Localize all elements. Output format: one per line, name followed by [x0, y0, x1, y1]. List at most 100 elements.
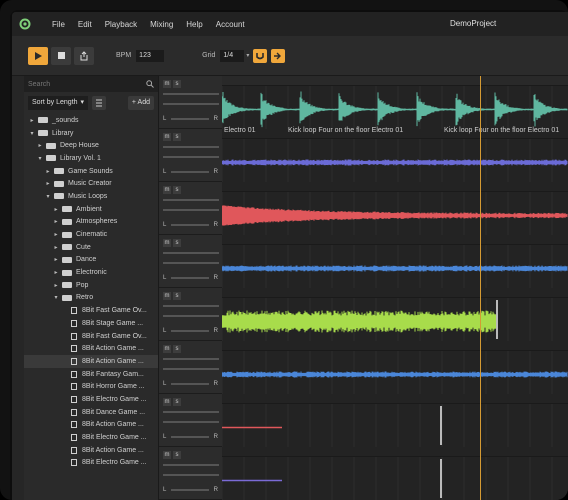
- mute-button[interactable]: m: [163, 398, 171, 406]
- library-folder[interactable]: ▸ Ambient: [24, 203, 158, 216]
- solo-button[interactable]: s: [173, 345, 181, 353]
- track-lane[interactable]: [222, 457, 568, 500]
- clip-end-handle[interactable]: [440, 406, 442, 445]
- library-file[interactable]: 8Bit Horror Game ...: [24, 380, 158, 393]
- pan-slider[interactable]: [171, 171, 209, 173]
- menu-account[interactable]: Account: [215, 19, 245, 29]
- chevron-right-icon[interactable]: ▸: [54, 270, 58, 277]
- chevron-right-icon[interactable]: ▸: [38, 143, 42, 150]
- chevron-right-icon[interactable]: ▸: [54, 232, 58, 239]
- volume-slider-secondary[interactable]: [163, 262, 219, 264]
- clip-label[interactable]: Electro 01: [224, 127, 256, 134]
- library-folder[interactable]: ▸ Cute: [24, 241, 158, 254]
- track-lane[interactable]: [222, 245, 568, 298]
- library-folder[interactable]: ▾ Library: [24, 127, 158, 140]
- volume-slider-secondary[interactable]: [163, 209, 219, 211]
- library-folder[interactable]: ▸ Pop: [24, 279, 158, 292]
- solo-button[interactable]: s: [173, 133, 181, 141]
- library-file[interactable]: 8Bit Fantasy Gam...: [24, 368, 158, 381]
- arrangement-view[interactable]: Electro 01 Kick loop Four on the floor El…: [222, 76, 568, 500]
- pan-slider[interactable]: [171, 383, 209, 385]
- mute-button[interactable]: m: [163, 239, 171, 247]
- library-file[interactable]: 8Bit Action Game ...: [24, 342, 158, 355]
- chevron-down-icon[interactable]: ▾: [46, 193, 50, 200]
- follow-playhead-button[interactable]: [271, 48, 286, 63]
- track-lane[interactable]: [222, 404, 568, 457]
- pan-slider[interactable]: [171, 489, 209, 491]
- track-lane[interactable]: [222, 351, 568, 404]
- chevron-down-icon[interactable]: ▾: [30, 130, 34, 137]
- menu-help[interactable]: Help: [186, 19, 203, 29]
- stop-button[interactable]: [51, 46, 71, 65]
- solo-button[interactable]: s: [173, 292, 181, 300]
- library-folder[interactable]: ▸ Game Sounds: [24, 165, 158, 178]
- mute-button[interactable]: m: [163, 345, 171, 353]
- chevron-down-icon[interactable]: ▾: [54, 295, 58, 302]
- track-lane[interactable]: [222, 298, 568, 351]
- volume-slider-secondary[interactable]: [163, 315, 219, 317]
- library-folder[interactable]: ▸ _sounds: [24, 114, 158, 127]
- mute-button[interactable]: m: [163, 451, 171, 459]
- sort-select[interactable]: Sort by Length ▾: [28, 96, 88, 110]
- library-folder[interactable]: ▸ Deep House: [24, 139, 158, 152]
- chevron-right-icon[interactable]: ▸: [30, 117, 34, 124]
- menu-file[interactable]: File: [52, 19, 65, 29]
- chevron-right-icon[interactable]: ▸: [46, 181, 50, 188]
- library-folder[interactable]: ▸ Music Creator: [24, 177, 158, 190]
- library-file[interactable]: 8Bit Action Game ...: [24, 444, 158, 457]
- library-folder[interactable]: ▸ Cinematic: [24, 228, 158, 241]
- pan-slider[interactable]: [171, 118, 209, 120]
- track-lane[interactable]: [222, 192, 568, 245]
- volume-slider[interactable]: [163, 93, 219, 95]
- menu-playback[interactable]: Playback: [104, 19, 138, 29]
- pan-slider[interactable]: [171, 436, 209, 438]
- menu-mixing[interactable]: Mixing: [150, 19, 174, 29]
- bpm-input[interactable]: 123: [136, 49, 165, 62]
- chevron-right-icon[interactable]: ▸: [46, 168, 50, 175]
- library-file[interactable]: 8Bit Electro Game ...: [24, 431, 158, 444]
- add-button[interactable]: + Add: [127, 96, 154, 110]
- chevron-right-icon[interactable]: ▸: [54, 219, 58, 226]
- pan-slider[interactable]: [171, 330, 209, 332]
- chevron-down-icon[interactable]: ▾: [38, 155, 42, 162]
- solo-button[interactable]: s: [173, 239, 181, 247]
- volume-slider[interactable]: [163, 305, 219, 307]
- library-file[interactable]: 8Bit Electro Game ...: [24, 457, 158, 470]
- search-input[interactable]: Search: [28, 80, 51, 88]
- clip-end-handle[interactable]: [496, 300, 498, 339]
- solo-button[interactable]: s: [173, 451, 181, 459]
- volume-slider-secondary[interactable]: [163, 156, 219, 158]
- solo-button[interactable]: s: [173, 186, 181, 194]
- playhead[interactable]: [480, 76, 481, 500]
- volume-slider-secondary[interactable]: [163, 103, 219, 105]
- library-file[interactable]: 8Bit Fast Game Ov...: [24, 330, 158, 343]
- search-icon[interactable]: [146, 80, 154, 88]
- library-search[interactable]: Search: [24, 76, 158, 92]
- volume-slider[interactable]: [163, 464, 219, 466]
- library-file[interactable]: 8Bit Fast Game Ov...: [24, 304, 158, 317]
- snap-button[interactable]: [253, 48, 268, 63]
- volume-slider[interactable]: [163, 411, 219, 413]
- mute-button[interactable]: m: [163, 186, 171, 194]
- chevron-right-icon[interactable]: ▸: [54, 244, 58, 251]
- clip-label[interactable]: Kick loop Four on the floor Electro 01: [288, 127, 404, 134]
- chevron-right-icon[interactable]: ▸: [54, 282, 58, 289]
- volume-slider[interactable]: [163, 358, 219, 360]
- mute-button[interactable]: m: [163, 133, 171, 141]
- track-lane[interactable]: [222, 139, 568, 192]
- chevron-right-icon[interactable]: ▸: [54, 206, 58, 213]
- grid-select[interactable]: 1/4: [220, 49, 245, 62]
- chevron-down-icon[interactable]: ▾: [246, 53, 250, 59]
- pan-slider[interactable]: [171, 277, 209, 279]
- volume-slider-secondary[interactable]: [163, 368, 219, 370]
- library-folder[interactable]: ▸ Dance: [24, 254, 158, 267]
- volume-slider-secondary[interactable]: [163, 474, 219, 476]
- mute-button[interactable]: m: [163, 292, 171, 300]
- play-button[interactable]: [28, 46, 48, 65]
- clip-label[interactable]: Kick loop Four on the floor Electro 01: [444, 127, 560, 134]
- library-folder[interactable]: ▸ Electronic: [24, 266, 158, 279]
- library-file[interactable]: 8Bit Dance Game ...: [24, 406, 158, 419]
- list-view-button[interactable]: [92, 96, 106, 110]
- chevron-right-icon[interactable]: ▸: [54, 257, 58, 264]
- volume-slider[interactable]: [163, 199, 219, 201]
